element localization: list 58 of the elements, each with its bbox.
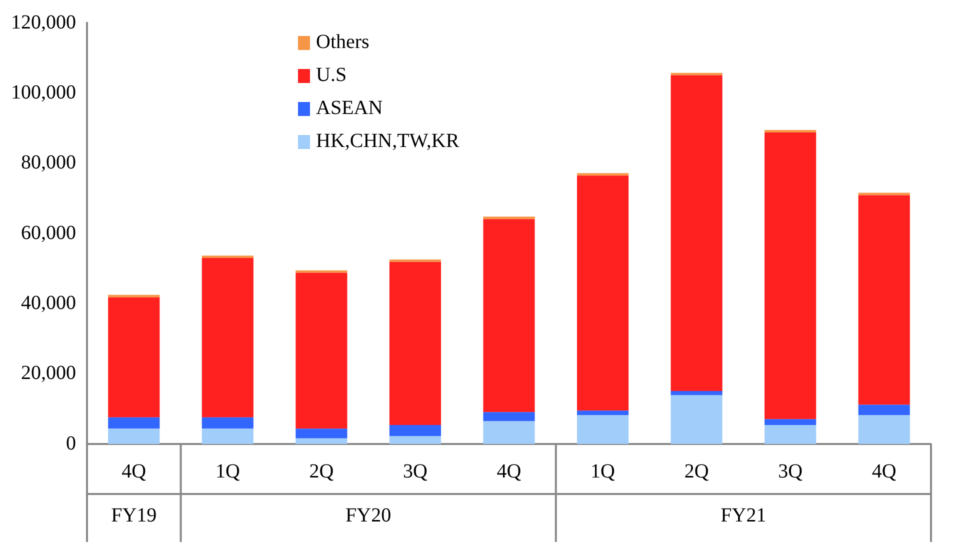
x-tick-label: 3Q (778, 460, 804, 482)
legend-label: Others (316, 31, 370, 54)
x-tick-label: 1Q (215, 460, 240, 482)
y-tick-label: 40,000 (21, 292, 76, 314)
bar (108, 297, 160, 418)
x-tick-label: 1Q (590, 460, 616, 482)
bar (108, 294, 160, 298)
bar (389, 259, 442, 262)
bar (858, 192, 910, 196)
bar (296, 438, 348, 444)
bar (670, 391, 722, 396)
bar (576, 410, 629, 416)
bar (389, 262, 442, 426)
bar (764, 132, 816, 420)
bar (670, 395, 722, 444)
bar (576, 415, 629, 444)
bar (858, 415, 910, 444)
text: FY20 (346, 504, 392, 526)
bar (202, 258, 254, 418)
bar (202, 428, 254, 444)
x-tick-label: 4Q (872, 460, 897, 482)
legend-label: HK,CHN,TW,KR (316, 130, 460, 153)
bar (296, 272, 348, 429)
bar (670, 72, 722, 76)
x-tick-label: 4Q (496, 460, 522, 482)
x-tick-label: 4Q (122, 460, 147, 482)
bar (108, 417, 160, 429)
y-tick-label: 100,000 (11, 81, 76, 104)
bar (296, 270, 348, 273)
x-tick-label: 3Q (402, 460, 428, 482)
bar (296, 428, 348, 438)
x-tick-label: 2Q (309, 460, 334, 482)
text: FY19 (111, 504, 157, 526)
y-tick-label: 60,000 (21, 222, 76, 244)
y-tick-label: 80,000 (21, 152, 76, 174)
bar (483, 421, 535, 444)
bar (858, 195, 910, 405)
bar (858, 404, 910, 416)
y-tick-label: 0 (66, 432, 76, 454)
y-tick-label: 120,000 (11, 11, 76, 34)
y-tick-label: 20,000 (21, 362, 76, 384)
bar (670, 75, 722, 392)
bar (389, 425, 442, 436)
x-tick-label: 2Q (684, 460, 710, 482)
legend-label: U.S (316, 64, 347, 87)
bar (108, 428, 160, 444)
bar (764, 425, 816, 444)
text: FY21 (720, 504, 766, 526)
bar (576, 176, 629, 411)
bar (576, 173, 629, 176)
bar (202, 256, 254, 258)
bar (483, 219, 535, 412)
bar (483, 216, 535, 220)
bar (483, 412, 535, 422)
legend-label: ASEAN (316, 97, 383, 120)
bar (764, 419, 816, 426)
bar (202, 417, 254, 429)
bar (389, 436, 442, 444)
